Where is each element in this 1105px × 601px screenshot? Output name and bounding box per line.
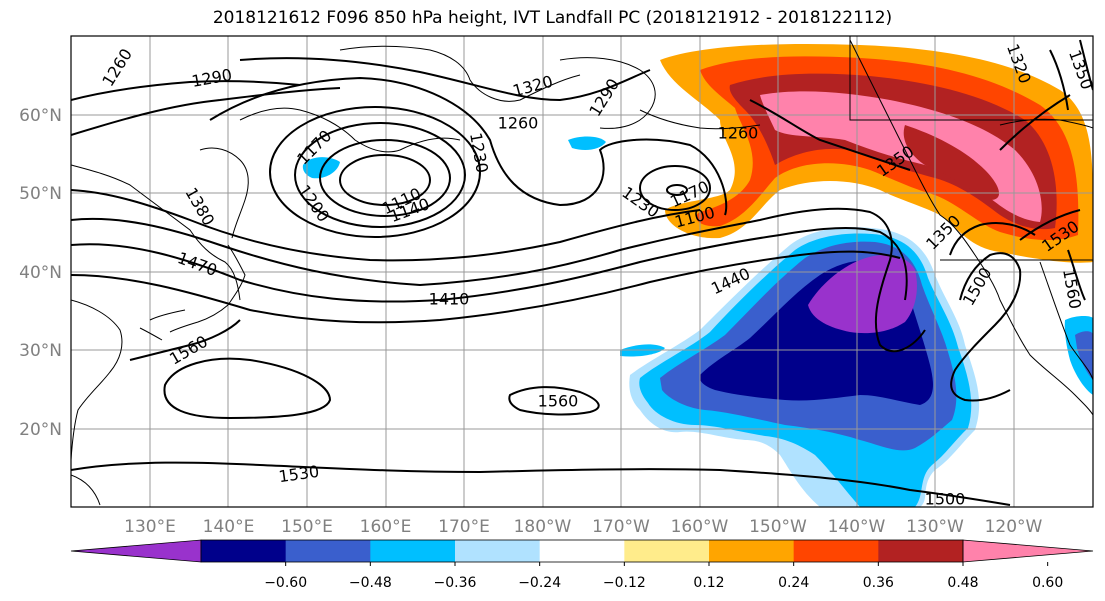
colorbar-outline (200, 539, 964, 563)
colorbar-segment (285, 540, 371, 562)
latitude-labels: 20°N 30°N 40°N 50°N 60°N (19, 106, 62, 440)
lon-label: 130°E (124, 517, 176, 537)
lon-label: 120°W (985, 517, 1043, 537)
lat-label: 40°N (19, 263, 62, 283)
colorbar-tick-labels: −0.60 −0.48 −0.36 −0.24 −0.12 0.12 0.24 0.36 0.4… (264, 562, 1063, 591)
ivt-positive-shading (660, 43, 1093, 263)
lon-label: 130°W (906, 517, 964, 537)
colorbar-tick-label: 0.24 (778, 575, 809, 591)
ivt-negative-shading (302, 136, 1093, 507)
lon-label: 140°W (828, 517, 886, 537)
contour-label: 1410 (429, 290, 470, 309)
lon-label: 160°W (671, 517, 729, 537)
colorbar-segment (455, 540, 541, 562)
lat-label: 50°N (19, 184, 62, 204)
colorbar-tick-label: −0.24 (518, 575, 561, 591)
colorbar-min-extend (70, 539, 202, 563)
contour-label: 1500 (925, 490, 966, 509)
colorbar-max-extend (962, 539, 1094, 563)
lon-label: 180°W (514, 517, 572, 537)
colorbar-tick-label: 0.60 (1032, 575, 1063, 591)
contour-label: 1260 (498, 114, 539, 133)
colorbar-tick-label: −0.60 (264, 575, 307, 591)
colorbar-tick-label: 0.12 (693, 575, 724, 591)
colorbar-segment (370, 540, 456, 562)
colorbar-tick-label: −0.48 (349, 575, 392, 591)
colorbar-segment (793, 540, 879, 562)
lat-label: 60°N (19, 106, 62, 126)
map-frame (70, 35, 1094, 508)
lat-label: 30°N (19, 341, 62, 361)
lon-label: 170°W (592, 517, 650, 537)
contour-label: 1560 (538, 392, 579, 411)
colorbar-segment (878, 540, 964, 562)
lat-label: 20°N (19, 420, 62, 440)
lon-label: 140°E (203, 517, 255, 537)
colorbar (70, 539, 1094, 563)
colorbar-tick-label: 0.48 (947, 575, 978, 591)
contour-label: 1260 (718, 124, 759, 143)
gridlines (71, 36, 1093, 507)
lon-label: 150°E (281, 517, 333, 537)
colorbar-segment (709, 540, 795, 562)
colorbar-tick-label: −0.12 (603, 575, 646, 591)
map-title: 2018121612 F096 850 hPa height, IVT Land… (212, 8, 893, 28)
height-contours (71, 39, 1093, 506)
lon-label: 160°E (360, 517, 412, 537)
lon-label: 150°W (749, 517, 807, 537)
colorbar-tick-label: −0.36 (434, 575, 477, 591)
colorbar-segment (201, 540, 287, 562)
colorbar-segment (624, 540, 710, 562)
longitude-labels: 130°E 140°E 150°E 160°E 170°E 180°W 170°W 160°W… (124, 517, 1042, 537)
coastlines (71, 36, 1093, 506)
colorbar-segment (539, 540, 625, 562)
lon-label: 170°E (438, 517, 490, 537)
colorbar-tick-label: 0.36 (863, 575, 894, 591)
